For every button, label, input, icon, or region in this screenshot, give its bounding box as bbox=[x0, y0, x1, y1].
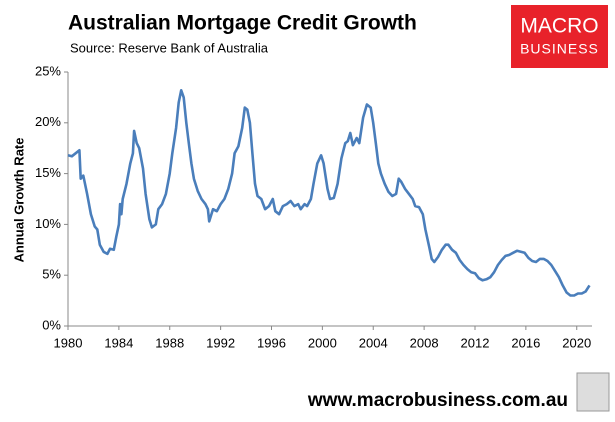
x-tick-label: 2004 bbox=[359, 335, 388, 350]
y-tick-label: 5% bbox=[42, 267, 61, 282]
x-tick-label: 1992 bbox=[206, 335, 235, 350]
x-tick-label: 2008 bbox=[410, 335, 439, 350]
y-tick-label: 20% bbox=[35, 114, 61, 129]
y-tick-label: 25% bbox=[35, 63, 61, 78]
logo-text: BUSINESS bbox=[520, 41, 599, 57]
x-tick-label: 2016 bbox=[511, 335, 540, 350]
y-axis-label: Annual Growth Rate bbox=[11, 138, 26, 263]
x-tick-label: 2020 bbox=[562, 335, 591, 350]
x-tick-label: 2000 bbox=[308, 335, 337, 350]
logo-text: MACRO bbox=[520, 15, 598, 38]
footer: www.macrobusiness.com.au bbox=[307, 390, 568, 411]
logo-icon bbox=[576, 372, 610, 412]
chart-subtitle: Source: Reserve Bank of Australia bbox=[70, 40, 269, 55]
x-tick-label: 1996 bbox=[257, 335, 286, 350]
x-tick-label: 1984 bbox=[104, 335, 133, 350]
y-tick-label: 10% bbox=[35, 216, 61, 231]
y-tick-label: 0% bbox=[42, 317, 61, 332]
logo-box bbox=[511, 5, 608, 68]
x-tick-label: 1988 bbox=[155, 335, 184, 350]
data-line bbox=[67, 89, 591, 297]
x-tick-label: 1980 bbox=[54, 335, 83, 350]
x-tick-label: 2012 bbox=[461, 335, 490, 350]
chart-title: Australian Mortgage Credit Growth bbox=[68, 12, 417, 35]
y-tick-label: 15% bbox=[35, 165, 61, 180]
